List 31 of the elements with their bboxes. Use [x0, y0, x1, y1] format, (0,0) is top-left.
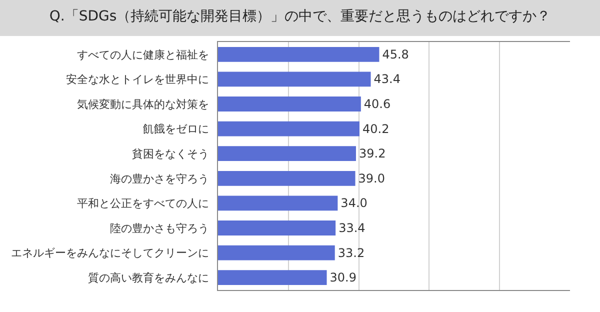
bar [218, 170, 356, 186]
y-tick-label: 安全な水とトイレを世界中に [66, 73, 209, 86]
data-label: 39.2 [358, 146, 386, 161]
y-tick-label: 飢餓をゼロに [142, 122, 209, 136]
bar [218, 96, 361, 112]
bar [218, 196, 338, 211]
bar [218, 72, 371, 87]
data-label: 43.4 [374, 72, 400, 86]
bar [218, 146, 356, 162]
y-tick-label: 気候変動に具体的な対策を [76, 98, 209, 111]
y-tick-label: 貧困をなくそう [132, 147, 209, 160]
bar [218, 46, 380, 62]
data-label: 40.2 [362, 122, 390, 136]
bar [218, 220, 336, 236]
data-label: 33.4 [338, 221, 366, 235]
bar [218, 245, 335, 260]
y-tick-label: エネルギーをみんなにそしてクリーンに [10, 246, 209, 260]
y-tick-label: 陸の豊かさも守ろう [110, 222, 209, 235]
data-label: 39.0 [358, 171, 385, 186]
data-label: 40.6 [364, 97, 391, 111]
y-tick-label: すべての人に健康と福祉を [76, 48, 209, 62]
data-label: 45.8 [382, 47, 409, 62]
bar [218, 270, 327, 286]
y-tick-label: 平和と公正をすべての人に [76, 197, 209, 210]
y-tick-label: 海の豊かさを守ろう [110, 172, 209, 186]
chart-title: Q.「SDGs（持続可能な開発目標）」の中で、重要だと思うものはどれですか？ [49, 8, 551, 25]
data-label: 34.0 [340, 196, 368, 210]
y-tick-label: 質の高い教育をみんなに [88, 271, 209, 284]
data-label: 30.9 [330, 270, 356, 285]
bar [218, 121, 360, 136]
data-label: 33.2 [338, 246, 365, 260]
